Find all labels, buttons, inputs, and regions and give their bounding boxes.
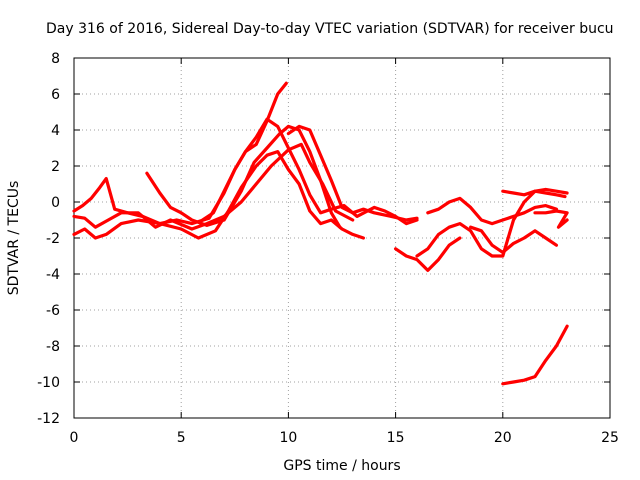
series-sat-d (145, 124, 342, 229)
series-sat-f (286, 124, 419, 222)
series-layer (72, 81, 569, 386)
y-tick-label: 6 (51, 87, 60, 103)
y-tick-label: -4 (46, 267, 60, 283)
x-axis: 0 5 10 15 20 25 (70, 58, 619, 446)
x-tick-label: 0 (70, 430, 79, 446)
x-tick-label: 5 (177, 430, 186, 446)
series-sat-k (501, 189, 567, 199)
y-axis: -12 -10 -8 -6 -4 -2 0 2 4 6 8 (37, 51, 610, 427)
x-axis-title: GPS time / hours (283, 458, 400, 474)
series-sat-i (426, 196, 559, 226)
x-tick-label: 25 (601, 430, 619, 446)
y-axis-title: SDTVAR / TECUs (6, 181, 22, 296)
series-sat-m (501, 324, 569, 386)
grid-layer (74, 58, 610, 418)
series-sat-a (72, 150, 365, 240)
series-sat-c (72, 142, 355, 231)
series-sat-j (469, 225, 559, 254)
x-tick-label: 10 (279, 430, 297, 446)
series-sat-h (415, 187, 569, 258)
series-sat-g (394, 236, 462, 272)
y-tick-label: 4 (51, 123, 60, 139)
chart-title: Day 316 of 2016, Sidereal Day-to-day VTE… (46, 21, 614, 37)
y-tick-label: -12 (37, 411, 60, 427)
y-tick-label: -6 (46, 303, 60, 319)
y-tick-label: 2 (51, 159, 60, 175)
series-sat-e (201, 117, 419, 226)
y-tick-label: -10 (37, 375, 60, 391)
y-tick-label: 0 (51, 195, 60, 211)
x-tick-label: 20 (494, 430, 512, 446)
y-tick-label: -2 (46, 231, 60, 247)
series-sat-b (72, 81, 288, 226)
series-sat-l (533, 209, 569, 229)
y-tick-label: 8 (51, 51, 60, 67)
x-tick-label: 15 (387, 430, 405, 446)
y-tick-label: -8 (46, 339, 60, 355)
